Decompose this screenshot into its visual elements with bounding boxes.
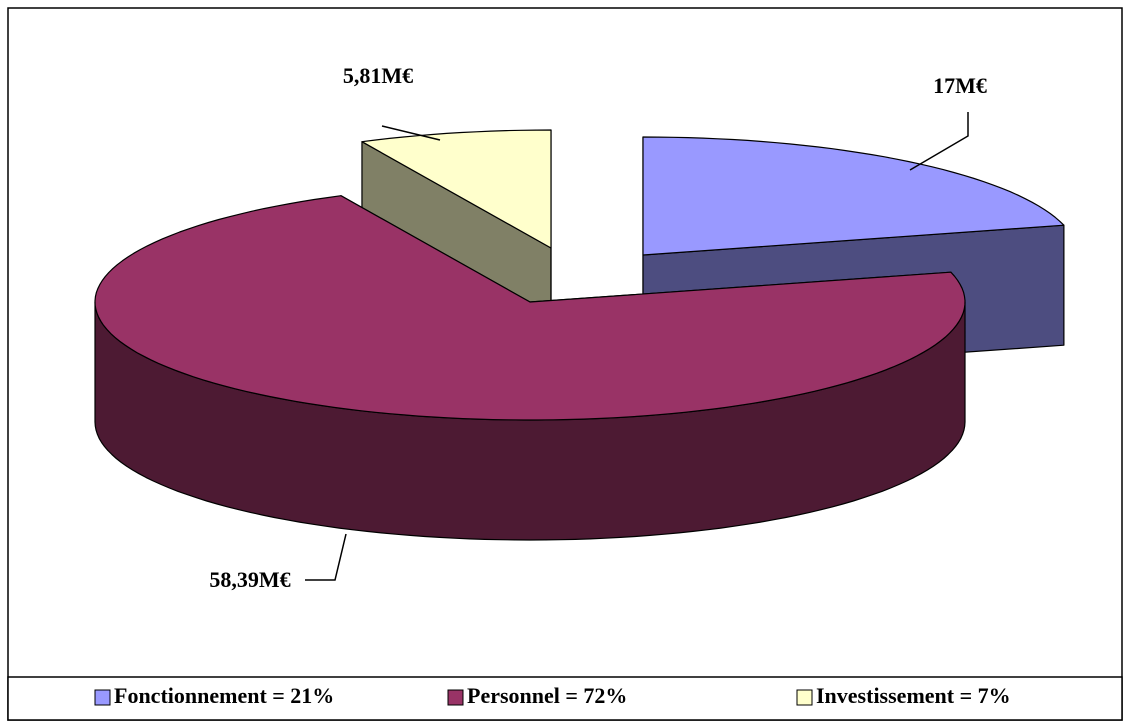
value-label: 58,39M€: [209, 567, 290, 592]
leader-line: [305, 533, 347, 581]
leader-line: [909, 112, 969, 171]
leader-line: [381, 125, 441, 141]
slice: [642, 136, 1065, 256]
legend: Fonctionnement = 21% Personnel = 72% Inves…: [94, 683, 1011, 708]
legend-label: Investissement = 7%: [816, 683, 1011, 708]
value-label: 5,81M€: [343, 63, 413, 88]
legend-label: Personnel = 72%: [467, 683, 627, 708]
slice: [94, 195, 966, 421]
legend-swatch: [94, 689, 111, 706]
legend-swatch: [447, 689, 464, 706]
legend-swatch: [796, 689, 813, 706]
pie: [94, 129, 1065, 541]
slice: [361, 129, 552, 249]
value-labels: 17M€ 58,39M€ 5,81M€: [209, 63, 987, 592]
value-label: 17M€: [933, 73, 987, 98]
legend-label: Fonctionnement = 21%: [114, 683, 334, 708]
legend-box: [7, 676, 1123, 721]
